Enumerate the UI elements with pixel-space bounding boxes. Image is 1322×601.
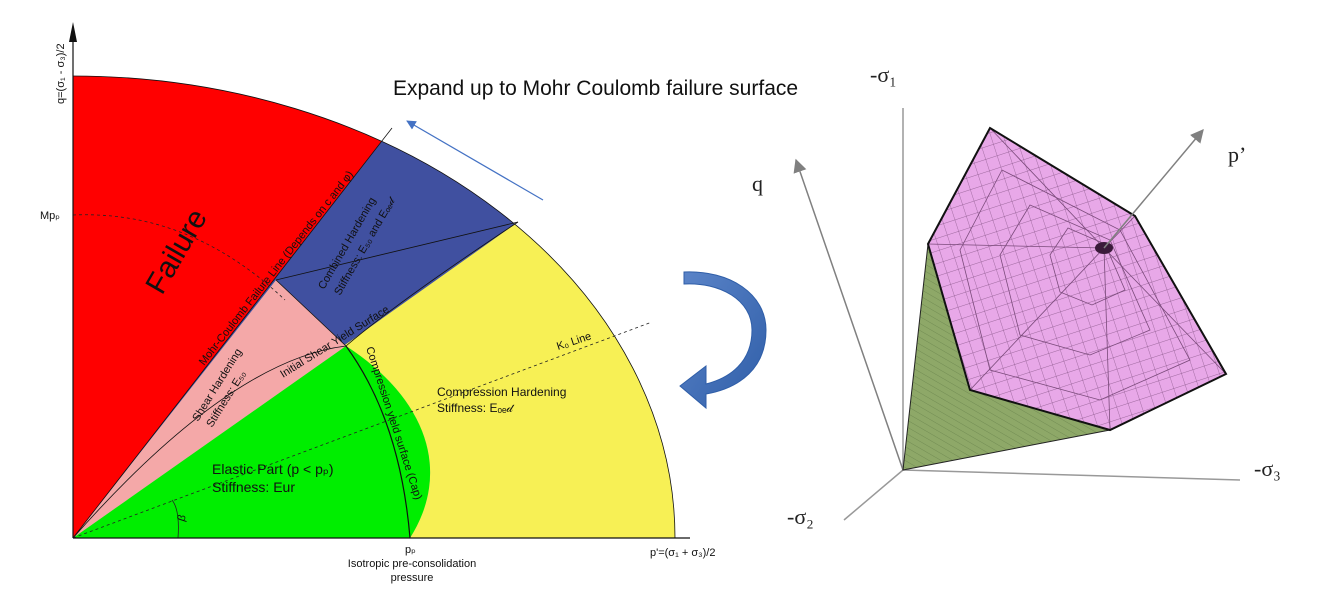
- pp-caption-line2: pressure: [391, 572, 434, 584]
- p-axis: [1104, 130, 1203, 248]
- y-axis-label: q=(σ₁ - σ₃)/2: [55, 43, 67, 104]
- compression-label-line2: Stiffness: Eₒₑ𝒹: [437, 401, 514, 415]
- q-label: q: [752, 171, 763, 196]
- sigma3-label: -σ₃: [1254, 456, 1281, 481]
- sigma1-label: -σ₁: [870, 62, 897, 87]
- elastic-label-line1: Elastic Part (p < pₚ): [212, 461, 334, 477]
- pp-label: pₚ: [405, 544, 416, 556]
- elastic-label-line2: Stiffness: Eur: [212, 479, 295, 495]
- mohr-coulomb-surface-diagram: -σ₁ q p’ -σ₃ -σ₂: [752, 62, 1281, 529]
- compression-label-line1: Compression Hardening: [437, 385, 566, 399]
- sigma3-axis: [903, 470, 1240, 480]
- rotation-arrow-icon: [680, 272, 766, 408]
- y-axis-arrowhead: [69, 22, 77, 42]
- title: Expand up to Mohr Coulomb failure surfac…: [393, 77, 798, 100]
- p-label: p’: [1228, 142, 1246, 167]
- surface-top-mesh: [928, 128, 1226, 430]
- sigma2-axis: [844, 470, 903, 520]
- q-axis: [796, 160, 903, 470]
- pp-caption-line1: Isotropic pre-consolidation: [348, 558, 476, 570]
- sigma2-label: -σ₂: [787, 504, 814, 529]
- x-axis-label: p'=(σ₁ + σ₃)/2: [650, 547, 715, 559]
- mp-label: Mpₚ: [40, 210, 60, 222]
- hardening-soil-diagram: q=(σ₁ - σ₃)/2 Mpₚ p'=(σ₁ + σ₃)/2 pₚ Isot…: [40, 22, 715, 584]
